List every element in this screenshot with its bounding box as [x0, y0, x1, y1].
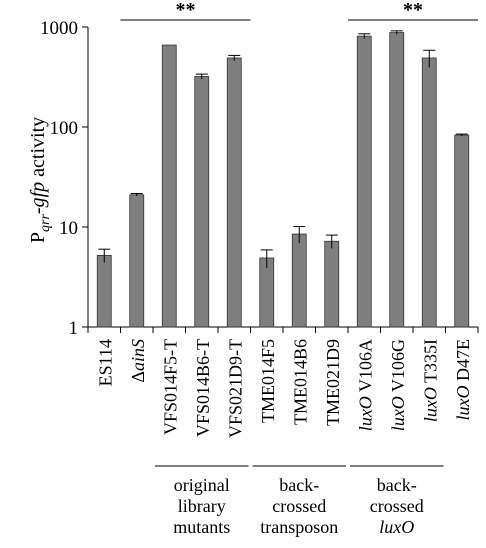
y-tick-label: 1 — [69, 318, 79, 339]
x-tick-label-run: VFS014B6-T — [193, 339, 213, 437]
x-tick-label: VFS014B6-T — [193, 339, 213, 437]
svg-text:Pqrr-gfp activity: Pqrr-gfp activity — [27, 117, 53, 243]
plot-area: 1 10 100 1000 ES114 ΔainS VFS014F5-T VFS014B6-T… — [40, 0, 479, 537]
x-tick-label: ΔainS — [128, 339, 148, 383]
bar — [454, 134, 470, 328]
bar — [161, 44, 177, 328]
group-label-run: original — [174, 475, 230, 495]
x-tick-label: VFS014F5-T — [160, 339, 180, 435]
significance-label: ** — [176, 0, 196, 21]
x-tick-label-run: V106A — [355, 339, 375, 396]
x-tick-label: ES114 — [95, 339, 115, 386]
group-label-line: original — [174, 475, 230, 495]
y-tick-label: 1000 — [40, 18, 78, 39]
group-label-line: crossed — [272, 496, 326, 516]
x-tick-label: TME021D9 — [323, 339, 343, 426]
x-tick-label-run: ES114 — [95, 339, 115, 386]
bar — [421, 57, 437, 328]
x-tick-label-run: VFS014F5-T — [160, 339, 180, 435]
y-axis-label-main: P — [27, 232, 49, 243]
bar — [96, 254, 112, 328]
group-label-run: mutants — [173, 517, 230, 537]
y-tick-label: 10 — [59, 218, 78, 239]
group-label-line: crossed — [370, 496, 424, 516]
x-tick-label-run: VFS021D9-T — [225, 339, 245, 438]
y-axis-label-subscript: qrr — [38, 214, 53, 232]
group-label-run: luxO — [379, 517, 414, 537]
x-tick-label: luxO D47E — [453, 339, 473, 421]
x-tick-label-run: D47E — [453, 339, 473, 386]
x-tick-label-run: Δ — [128, 371, 148, 383]
x-tick-label-run: luxO — [388, 396, 408, 431]
x-tick-label-run: TME014B6 — [290, 339, 310, 425]
x-tick-label-run: luxO — [453, 386, 473, 421]
x-tick-label: luxO V106A — [355, 339, 375, 431]
group-label-line: luxO — [379, 517, 414, 537]
group-label-line: transposon — [260, 517, 338, 537]
x-tick-label: TME014F5 — [258, 339, 278, 423]
x-tick-label: VFS021D9-T — [225, 339, 245, 438]
group-label-run: crossed — [370, 496, 424, 516]
bar — [129, 194, 145, 328]
significance-label: ** — [403, 0, 423, 21]
bar — [194, 76, 210, 328]
group-label-run: library — [178, 496, 226, 516]
x-tick-label-run: T335I — [420, 339, 440, 387]
group-label-line: back- — [377, 475, 417, 495]
group-label-run: back- — [377, 475, 417, 495]
y-tick-label: 100 — [50, 118, 79, 139]
bar — [259, 257, 275, 328]
x-tick-label: luxO T335I — [420, 339, 440, 422]
bar — [356, 35, 372, 328]
x-tick-label-run: luxO — [420, 387, 440, 422]
group-label-line: library — [178, 496, 226, 516]
bar — [324, 240, 340, 328]
group-label-line: back- — [279, 475, 319, 495]
x-tick-label-run: V106G — [388, 339, 408, 396]
y-axis-label-rest: activity — [27, 117, 49, 182]
x-tick-label: luxO V106G — [388, 339, 408, 431]
x-tick-label-run: ainS — [128, 339, 148, 371]
group-label-run: back- — [279, 475, 319, 495]
y-axis-label-gene: -gfp — [27, 182, 49, 214]
x-tick-label: TME014B6 — [290, 339, 310, 425]
group-label-line: mutants — [173, 517, 230, 537]
x-tick-label-run: TME014F5 — [258, 339, 278, 423]
bar — [291, 233, 307, 328]
group-label-run: crossed — [272, 496, 326, 516]
x-tick-label-run: TME021D9 — [323, 339, 343, 426]
x-tick-label-run: luxO — [355, 396, 375, 431]
group-label-run: transposon — [260, 517, 338, 537]
y-axis-label: Pqrr-gfp activity — [27, 117, 53, 243]
bar — [226, 57, 242, 328]
bar — [389, 32, 405, 328]
